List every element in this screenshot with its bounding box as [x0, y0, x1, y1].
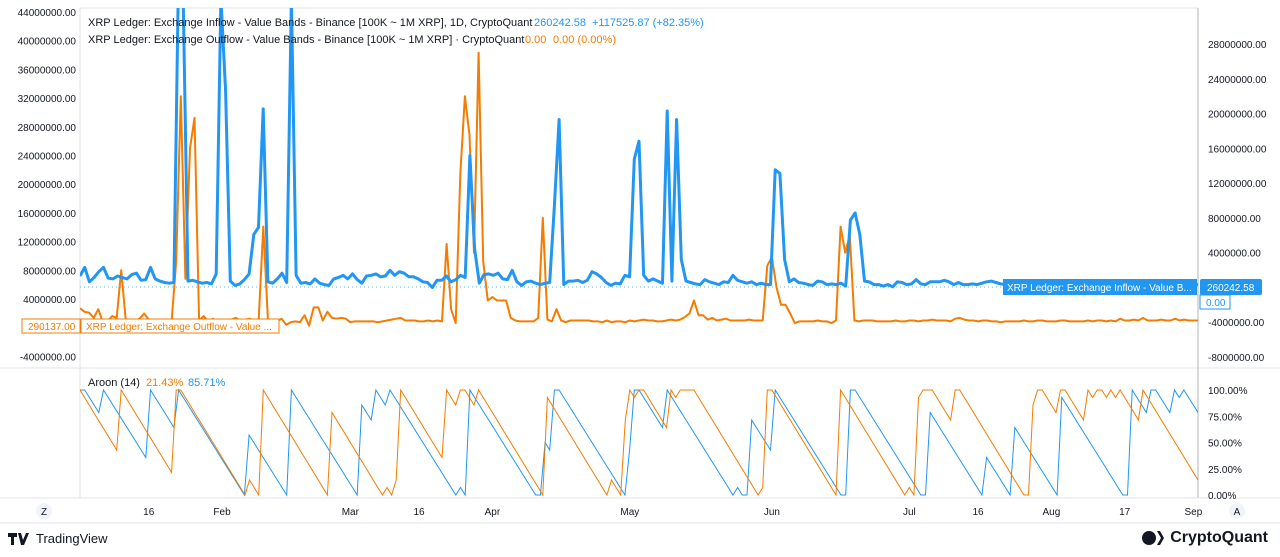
time-tick-label: May — [620, 507, 639, 518]
right-tick-label: -4000000.00 — [1208, 318, 1265, 329]
left-tick-label: 28000000.00 — [18, 123, 77, 134]
tradingview-label: TradingView — [36, 531, 108, 546]
aroon-tick-label: 50.00% — [1208, 439, 1242, 450]
left-tick-label: 40000000.00 — [18, 37, 77, 48]
time-tick-label: 16 — [973, 507, 985, 518]
left-tick-label: 36000000.00 — [18, 65, 77, 76]
time-tick-label: Feb — [213, 507, 231, 518]
left-tick-label: 32000000.00 — [18, 94, 77, 105]
time-tick-label: 17 — [1119, 507, 1131, 518]
left-tick-label: 44000000.00 — [18, 8, 77, 19]
zoom-corner-button[interactable]: Z — [36, 503, 52, 519]
svg-text:A: A — [1234, 507, 1241, 518]
legend-inflow-value: 260242.58 — [534, 17, 586, 29]
aroon-tick-label: 25.00% — [1208, 465, 1242, 476]
outflow-left-badge: 290137.00 — [21, 318, 81, 334]
time-tick-label: Jun — [764, 507, 780, 518]
left-tick-label: 12000000.00 — [18, 238, 77, 249]
aroon-tick-label: 75.00% — [1208, 412, 1242, 423]
svg-text:260242.58: 260242.58 — [1207, 283, 1255, 294]
time-tick-label: 16 — [143, 507, 155, 518]
right-tick-label: 8000000.00 — [1208, 214, 1261, 225]
legend-aroon-up: 21.43% — [146, 377, 184, 389]
outflow-tag: XRP Ledger: Exchange Outflow - Value ... — [80, 318, 280, 334]
right-tick-label: 12000000.00 — [1208, 179, 1267, 190]
legend-outflow-label: XRP Ledger: Exchange Outflow - Value Ban… — [88, 34, 524, 46]
tradingview-logo-icon — [8, 532, 29, 545]
time-tick-label: Mar — [342, 507, 360, 518]
left-tick-label: 8000000.00 — [23, 266, 76, 277]
time-tick-label: Jul — [903, 507, 916, 518]
svg-text:XRP Ledger: Exchange Outflow -: XRP Ledger: Exchange Outflow - Value ... — [86, 322, 272, 333]
legend-outflow-change: 0.00 (0.00%) — [553, 34, 616, 46]
legend-outflow-value: 0.00 — [525, 34, 546, 46]
time-tick-label: Aug — [1042, 507, 1060, 518]
left-tick-label: 20000000.00 — [18, 180, 77, 191]
legend-outflow[interactable]: XRP Ledger: Exchange Outflow - Value Ban… — [88, 34, 616, 46]
time-tick-label: Apr — [485, 507, 501, 518]
aroon-tick-label: 0.00% — [1208, 491, 1236, 502]
legend-aroon-label: Aroon (14) — [88, 377, 140, 389]
legend-aroon[interactable]: Aroon (14) 21.43% 85.71% — [88, 377, 226, 389]
svg-text:0.00: 0.00 — [1206, 298, 1226, 309]
right-tick-label: 16000000.00 — [1208, 144, 1267, 155]
right-tick-label: -8000000.00 — [1208, 353, 1265, 364]
right-tick-label: 28000000.00 — [1208, 40, 1267, 51]
left-tick-label: 4000000.00 — [23, 295, 76, 306]
right-tick-label: 4000000.00 — [1208, 249, 1261, 260]
cryptoquant-brand[interactable]: CryptoQuant — [1142, 529, 1268, 547]
time-axis-ticks: 16 Feb Mar 16 Apr May Jun Jul 16 Aug 17 Sep — [143, 507, 1203, 518]
legend-aroon-down: 85.71% — [188, 377, 226, 389]
auto-scale-button[interactable]: A — [1229, 503, 1245, 519]
right-tick-label: 24000000.00 — [1208, 75, 1267, 86]
svg-text:XRP Ledger: Exchange Inflow -: XRP Ledger: Exchange Inflow - Value B... — [1007, 283, 1192, 294]
outflow-series-line — [80, 51, 1198, 328]
cryptoquant-label: CryptoQuant — [1170, 529, 1268, 546]
svg-text:Z: Z — [41, 507, 47, 518]
outflow-right-badge: 0.00 — [1199, 294, 1231, 310]
aroon-pane[interactable] — [79, 367, 1199, 499]
inflow-tag: XRP Ledger: Exchange Inflow - Value B... — [1003, 279, 1197, 295]
right-tick-label: 20000000.00 — [1208, 110, 1267, 121]
left-tick-label: 24000000.00 — [18, 152, 77, 163]
svg-text:290137.00: 290137.00 — [28, 322, 76, 333]
legend-inflow[interactable]: XRP Ledger: Exchange Inflow - Value Band… — [88, 17, 704, 29]
tradingview-brand[interactable]: TradingView — [8, 531, 108, 546]
right-axis-ticks: 28000000.00 24000000.00 20000000.00 1600000… — [1208, 40, 1267, 364]
aroon-up-line — [80, 388, 1198, 497]
legend-inflow-change: +117525.87 (+82.35%) — [592, 17, 704, 29]
legend-inflow-label: XRP Ledger: Exchange Inflow - Value Band… — [88, 17, 532, 29]
aroon-axis-ticks: 100.00% 75.00% 50.00% 25.00% 0.00% — [1208, 386, 1248, 502]
left-tick-label: 16000000.00 — [18, 209, 77, 220]
aroon-tick-label: 100.00% — [1208, 386, 1248, 397]
left-tick-label: -4000000.00 — [20, 352, 77, 363]
left-axis-ticks: 44000000.00 40000000.00 36000000.00 3200000… — [18, 8, 77, 363]
cryptoquant-logo-icon — [1142, 531, 1165, 545]
main-pane[interactable] — [79, 7, 1199, 369]
time-tick-label: Sep — [1185, 507, 1203, 518]
inflow-price-badge: 260242.58 — [1200, 279, 1262, 295]
time-tick-label: 16 — [414, 507, 426, 518]
